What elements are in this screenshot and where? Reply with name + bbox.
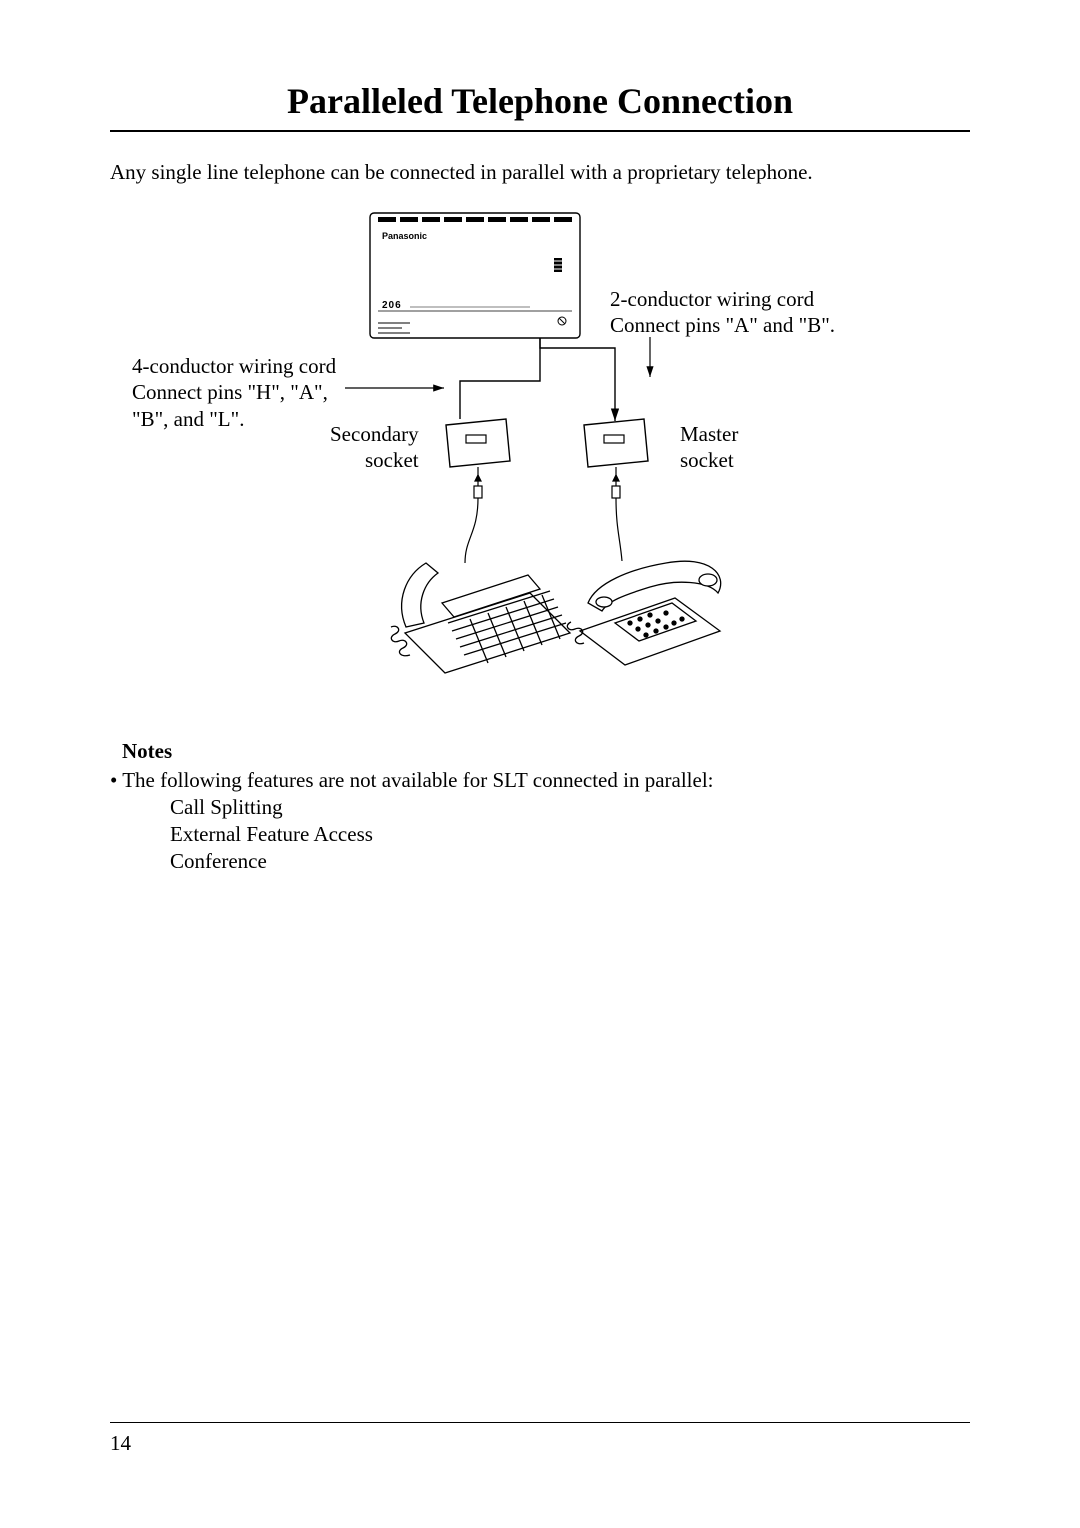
secondary-socket-label: Secondarysocket [330, 421, 419, 474]
page-number: 14 [110, 1431, 131, 1455]
document-page: Paralleled Telephone Connection Any sing… [0, 0, 1080, 1528]
notes-heading: Notes [122, 739, 970, 764]
left-annotation-line1: 4-conductor wiring cord [132, 354, 336, 378]
slt-phone-icon [567, 561, 720, 665]
diagram-svg: Panasonic 206 [110, 203, 970, 703]
left-annotation-line3: "B", and "L". [132, 407, 244, 431]
master-socket-label: Mastersocket [680, 421, 738, 474]
intro-paragraph: Any single line telephone can be connect… [110, 160, 970, 185]
left-annotation: 4-conductor wiring cord Connect pins "H"… [132, 353, 336, 432]
connection-diagram: Panasonic 206 [110, 203, 970, 703]
wiring-icon [460, 338, 615, 421]
right-annotation: 2-conductor wiring cord Connect pins "A"… [610, 286, 835, 339]
notes-bullet: • The following features are not availab… [110, 768, 970, 793]
page-footer: 14 [110, 1422, 970, 1456]
master-socket-icon [584, 419, 648, 467]
svg-text:206: 206 [382, 300, 402, 311]
right-annotation-line2: Connect pins "A" and "B". [610, 313, 835, 337]
master-cord-icon [612, 467, 622, 561]
right-annotation-line1: 2-conductor wiring cord [610, 287, 814, 311]
notes-item-1: Call Splitting [170, 795, 970, 820]
proprietary-phone-icon [391, 563, 570, 673]
pbx-unit-icon: Panasonic 206 [370, 213, 580, 338]
notes-item-3: Conference [170, 849, 970, 874]
secondary-socket-icon [446, 419, 510, 467]
notes-item-2: External Feature Access [170, 822, 970, 847]
svg-text:Panasonic: Panasonic [382, 231, 427, 241]
left-annotation-line2: Connect pins "H", "A", [132, 380, 328, 404]
notes-section: Notes • The following features are not a… [110, 739, 970, 874]
page-title: Paralleled Telephone Connection [110, 80, 970, 132]
secondary-cord-icon [465, 467, 482, 563]
